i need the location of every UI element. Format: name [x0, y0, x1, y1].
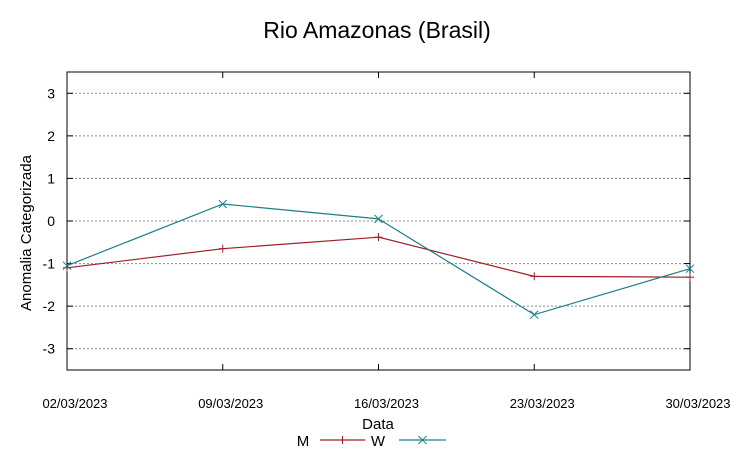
x-tick-label: 09/03/2023 — [198, 396, 263, 411]
y-tick-label: 2 — [47, 128, 55, 144]
y-axis-label: Anomalia Categorizada — [18, 154, 35, 311]
y-axis-ticks: 3 2 1 0 -1 -2 -3 — [43, 85, 690, 357]
x-tick-label: 16/03/2023 — [354, 396, 419, 411]
legend-marker-w — [418, 435, 427, 445]
data-point-w — [374, 214, 383, 224]
data-point-w — [218, 199, 228, 209]
legend: M W — [297, 433, 446, 450]
plot-area: 3 2 1 0 -1 -2 -3 02/03/2023 09/03/2023 16/03/202… — [42, 71, 731, 411]
x-axis-ticks: 02/03/2023 09/03/2023 16/03/2023 23/03/2023… — [42, 72, 731, 411]
data-point-w — [62, 261, 72, 271]
y-tick-label: 1 — [47, 170, 55, 186]
series-line-m — [66, 236, 691, 278]
x-tick-label: 23/03/2023 — [510, 396, 575, 411]
data-point-w — [685, 264, 695, 274]
y-tick-label: -2 — [43, 298, 56, 314]
series-layer — [62, 199, 695, 320]
y-tick-label: 3 — [47, 85, 55, 101]
y-tick-label: -1 — [43, 256, 56, 272]
x-tick-label: 02/03/2023 — [42, 396, 107, 411]
legend-label-m: M — [297, 433, 310, 450]
grid-lines — [67, 92, 690, 350]
x-axis-label: Data — [362, 416, 394, 433]
y-tick-label: 0 — [47, 213, 55, 229]
legend-sample-w — [399, 435, 446, 445]
series-m — [63, 233, 694, 282]
x-tick-label: 30/03/2023 — [665, 396, 730, 411]
data-point-w — [529, 310, 539, 320]
legend-sample-m — [320, 436, 365, 444]
series-w — [62, 199, 695, 320]
y-tick-label: -3 — [43, 341, 56, 357]
chart-title: Rio Amazonas (Brasil) — [263, 17, 491, 43]
legend-label-w: W — [371, 433, 386, 450]
